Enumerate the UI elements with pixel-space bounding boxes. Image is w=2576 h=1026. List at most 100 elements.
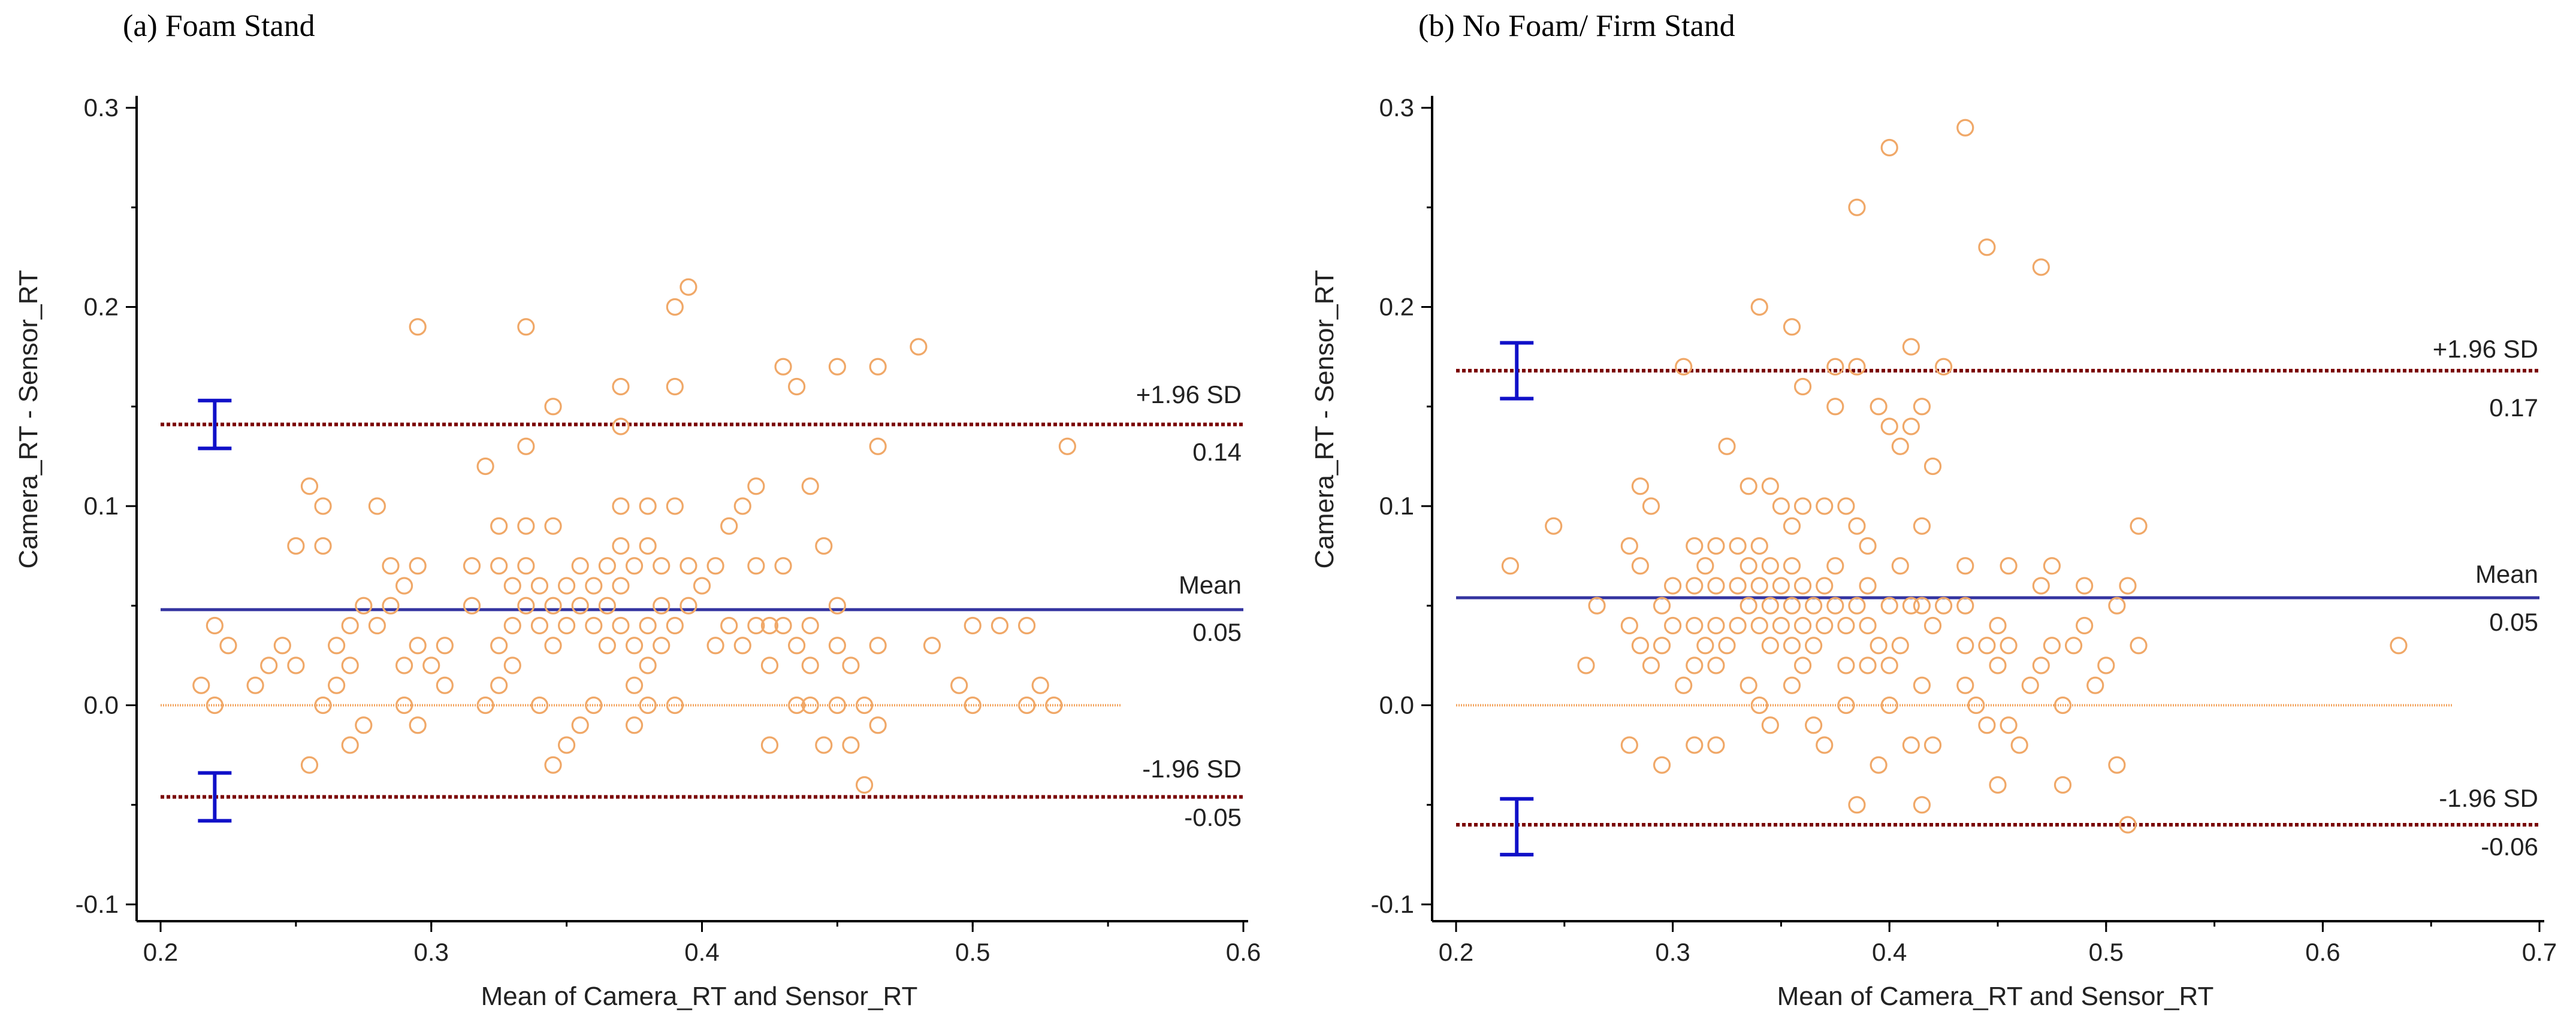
x-tick-label: 0.2 [1439, 938, 1473, 966]
data-point [544, 517, 562, 535]
data-point [544, 597, 562, 615]
data-point [314, 696, 332, 715]
x-tick-label: 0.5 [955, 938, 990, 966]
y-tick-label: 0.1 [1379, 492, 1414, 520]
mean-value: 0.05 [2489, 608, 2538, 636]
data-point [828, 637, 846, 655]
data-point [1707, 736, 1725, 754]
data-point [1631, 557, 1649, 575]
data-point [409, 318, 427, 336]
data-point [869, 716, 887, 734]
data-point [598, 557, 616, 575]
data-point [964, 696, 982, 715]
data-point [2108, 756, 2126, 774]
y-tick-label: 0.0 [84, 691, 119, 719]
data-point [774, 358, 792, 376]
data-point [1707, 577, 1725, 595]
lower-loa-ci-bar [198, 771, 232, 823]
data-point [1729, 537, 1747, 555]
data-point [801, 477, 819, 495]
data-point [2032, 258, 2050, 276]
data-point [368, 497, 386, 515]
data-point [1902, 736, 1920, 754]
data-point [422, 656, 440, 674]
data-point [2390, 637, 2408, 655]
data-point [1740, 477, 1757, 495]
data-point [653, 597, 671, 615]
data-point [653, 637, 671, 655]
y-tick-label: 0.1 [84, 492, 119, 520]
data-point [1675, 676, 1693, 694]
data-point [639, 497, 657, 515]
data-point [530, 696, 549, 715]
data-point [1783, 318, 1801, 336]
data-point [653, 557, 671, 575]
data-point [341, 736, 359, 754]
data-point [1880, 696, 1898, 715]
data-point [2000, 716, 2018, 734]
data-point [1848, 198, 1866, 216]
data-point [341, 616, 359, 635]
data-point [585, 696, 603, 715]
data-point [1017, 696, 1036, 715]
data-point [1686, 577, 1704, 595]
data-point [2076, 577, 2094, 595]
data-point [1848, 517, 1866, 535]
y-tick-label: 0.3 [84, 93, 119, 122]
data-point [558, 616, 576, 635]
data-point [503, 656, 521, 674]
data-point [1837, 656, 1855, 674]
panel-no-foam-stand: (b) No Foam/ Firm Stand Camera_RT - Sens… [1310, 9, 2557, 1011]
data-point [1816, 616, 1834, 635]
x-tick-label: 0.4 [684, 938, 719, 966]
data-point [463, 597, 481, 615]
data-point [1707, 537, 1725, 555]
data-point [1816, 497, 1834, 515]
data-point [801, 616, 819, 635]
upper-loa-label: +1.96 SD [1136, 380, 1242, 408]
data-point [760, 616, 779, 635]
data-point [1848, 358, 1866, 376]
data-point [774, 616, 792, 635]
x-axis-label: Mean of Camera_RT and Sensor_RT [481, 982, 918, 1011]
data-point [1653, 637, 1671, 655]
data-point [287, 537, 305, 555]
data-point [910, 338, 928, 356]
data-point [733, 497, 751, 515]
x-tick-label: 0.3 [1655, 938, 1690, 966]
data-point [828, 358, 846, 376]
data-point [1859, 577, 1877, 595]
data-point [815, 537, 833, 555]
data-point [666, 616, 684, 635]
data-point [328, 676, 346, 694]
data-point [801, 656, 819, 674]
data-point [1793, 577, 1812, 595]
data-point [1761, 557, 1779, 575]
data-point [801, 696, 819, 715]
data-point [1772, 616, 1790, 635]
data-point [2119, 577, 2137, 595]
data-point [476, 457, 494, 476]
data-point [1913, 676, 1931, 694]
data-point [1870, 398, 1888, 416]
y-tick-label: -0.1 [76, 890, 119, 918]
upper-loa-value: 0.14 [1192, 438, 1242, 466]
data-point [788, 696, 806, 715]
data-point [1902, 338, 1920, 356]
data-point [1913, 597, 1931, 615]
data-point [382, 557, 400, 575]
data-point [1913, 517, 1931, 535]
x-tick-label: 0.7 [2522, 938, 2557, 966]
data-point [2097, 656, 2115, 674]
data-point [612, 537, 630, 555]
data-point [869, 637, 887, 655]
data-point [639, 656, 657, 674]
data-point [395, 577, 413, 595]
y-tick-label: -0.1 [1371, 890, 1414, 918]
data-point [747, 557, 765, 575]
data-point [1664, 577, 1682, 595]
lower-loa-ci-bar [1500, 797, 1534, 856]
data-point [395, 696, 413, 715]
data-point [1902, 597, 1920, 615]
